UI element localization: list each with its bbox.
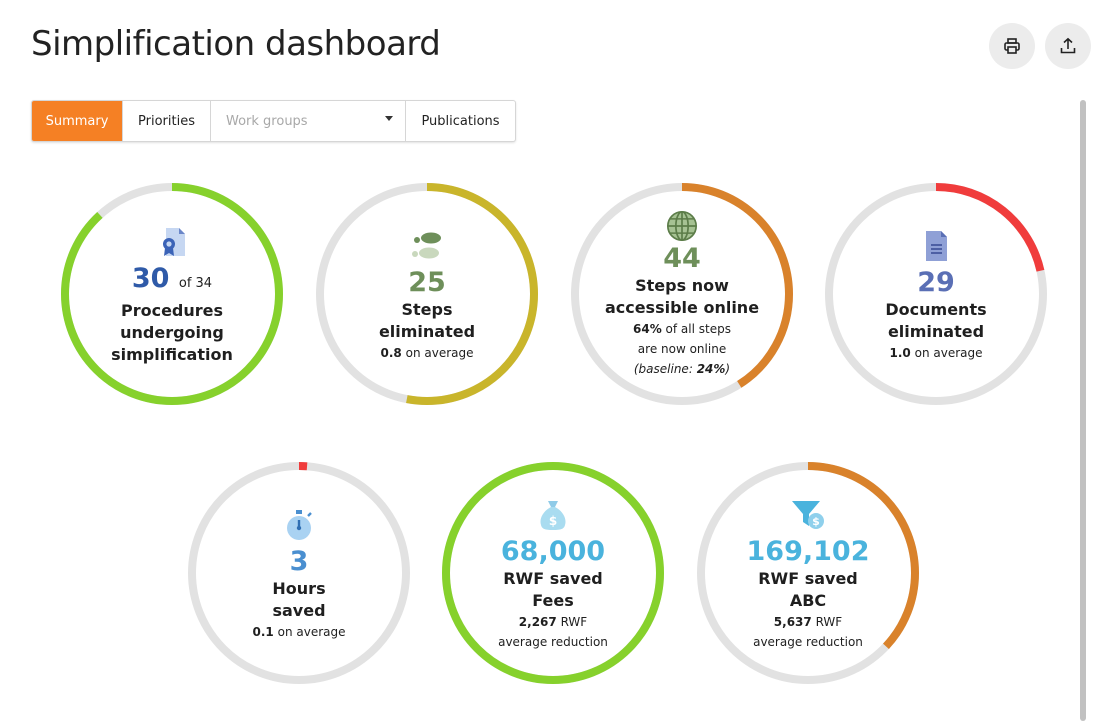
stat-label: undergoing — [120, 323, 224, 342]
stat-procedures: 30 of 34 Procedures undergoing simplific… — [60, 182, 284, 406]
stat-label: RWF saved — [503, 568, 603, 588]
stat-fees-saved: $ 68,000 RWF saved Fees 2,267 RWF averag… — [441, 461, 665, 685]
stat-value: 68,000 — [500, 535, 606, 567]
stat-value: 25 — [408, 266, 446, 298]
stat-value: 169,102 — [746, 535, 870, 567]
funnel-dollar-icon: $ — [792, 500, 824, 529]
progress-ring-arc — [571, 183, 793, 405]
stat-label: saved — [272, 600, 326, 620]
stat-steps-eliminated: 25 Steps eliminated 0.8 on average — [315, 182, 539, 406]
tab-bar: Summary Priorities Work groups Publicati… — [31, 100, 516, 142]
stat-reduction-unit: RWF — [811, 614, 843, 629]
stat-baseline-text: (baseline: — [633, 362, 697, 376]
stat-baseline-value: 24% — [696, 362, 726, 376]
printer-icon — [1004, 38, 1020, 54]
progress-ring-arc — [697, 462, 919, 684]
stat-value: 29 — [917, 266, 955, 298]
stat-label: Steps now — [635, 276, 729, 295]
stat-label: Hours — [272, 578, 326, 598]
stat-label: Fees — [532, 590, 574, 610]
stat-reduction-value: 2,267 — [518, 614, 557, 629]
progress-ring — [188, 462, 410, 684]
stat-label: Procedures — [120, 301, 224, 320]
stat-value: 30 — [131, 263, 170, 294]
svg-text:$: $ — [549, 514, 557, 528]
stat-value: 44 — [663, 243, 701, 274]
share-export-icon — [1060, 37, 1076, 54]
stat-average-value: 1.0 — [889, 345, 911, 360]
stat-average-value: 0.1 — [252, 624, 274, 639]
stat-label: Documents — [885, 299, 987, 319]
stat-label: simplification — [111, 345, 233, 364]
stat-percent-value: 64% — [633, 322, 662, 336]
stat-steps-online: 44 Steps now accessible online 64% of al… — [570, 182, 794, 406]
money-bag-icon: $ — [540, 500, 566, 530]
tab-priorities[interactable]: Priorities — [123, 101, 211, 141]
stat-label: accessible online — [604, 298, 760, 317]
stat-sub-text: are now online — [637, 342, 727, 356]
stat-average-text: on average — [910, 345, 983, 360]
stat-hours-saved: 3 Hours saved 0.1 on average — [187, 461, 411, 685]
document-icon — [926, 230, 947, 261]
progress-ring — [442, 462, 664, 684]
footsteps-icon — [412, 232, 441, 258]
stat-of-total: of 34 — [178, 276, 213, 291]
stat-average-value: 0.8 — [380, 345, 402, 360]
stat-label: RWF saved — [758, 568, 858, 588]
page-title: Simplification dashboard — [31, 24, 441, 64]
certificate-document-icon — [163, 228, 185, 256]
progress-ring-arc — [825, 183, 1047, 405]
progress-ring-arc — [188, 462, 410, 684]
print-button[interactable] — [989, 23, 1035, 69]
stat-label: eliminated — [887, 321, 985, 341]
progress-ring-arc — [61, 183, 283, 405]
globe-icon — [666, 210, 698, 242]
stat-average-text: on average — [401, 345, 474, 360]
progress-ring-arc — [442, 462, 664, 684]
scrollbar-thumb[interactable] — [1080, 100, 1086, 721]
work-groups-placeholder: Work groups — [226, 113, 308, 129]
stat-reduction-value: 5,637 — [773, 614, 812, 629]
progress-ring — [571, 183, 793, 405]
stopwatch-icon — [287, 509, 312, 540]
work-groups-select[interactable]: Work groups — [211, 101, 406, 141]
stat-value: 3 — [289, 545, 309, 577]
stat-reduction-unit: RWF — [556, 614, 588, 629]
stat-label: Steps — [401, 299, 453, 319]
progress-ring-arc — [316, 183, 538, 405]
export-button[interactable] — [1045, 23, 1091, 69]
stat-average-text: on average — [273, 624, 346, 639]
progress-ring — [697, 462, 919, 684]
chevron-down-icon — [385, 115, 393, 121]
scrollbar[interactable] — [1077, 100, 1088, 721]
progress-ring — [316, 183, 538, 405]
stat-label: eliminated — [378, 321, 476, 341]
stat-sub-text: average reduction — [498, 634, 608, 649]
stat-sub-text: average reduction — [753, 634, 863, 649]
tab-publications[interactable]: Publications — [421, 113, 500, 129]
stat-percent-text: of all steps — [661, 322, 731, 336]
progress-ring — [61, 183, 283, 405]
stat-label: ABC — [789, 590, 827, 610]
stat-baseline-end: ) — [725, 362, 731, 376]
progress-ring — [825, 183, 1047, 405]
tab-summary[interactable]: Summary — [32, 101, 123, 141]
svg-text:$: $ — [812, 515, 820, 528]
stat-abc-saved: $ 169,102 RWF saved ABC 5,637 RWF averag… — [696, 461, 920, 685]
stat-documents-eliminated: 29 Documents eliminated 1.0 on average — [824, 182, 1048, 406]
